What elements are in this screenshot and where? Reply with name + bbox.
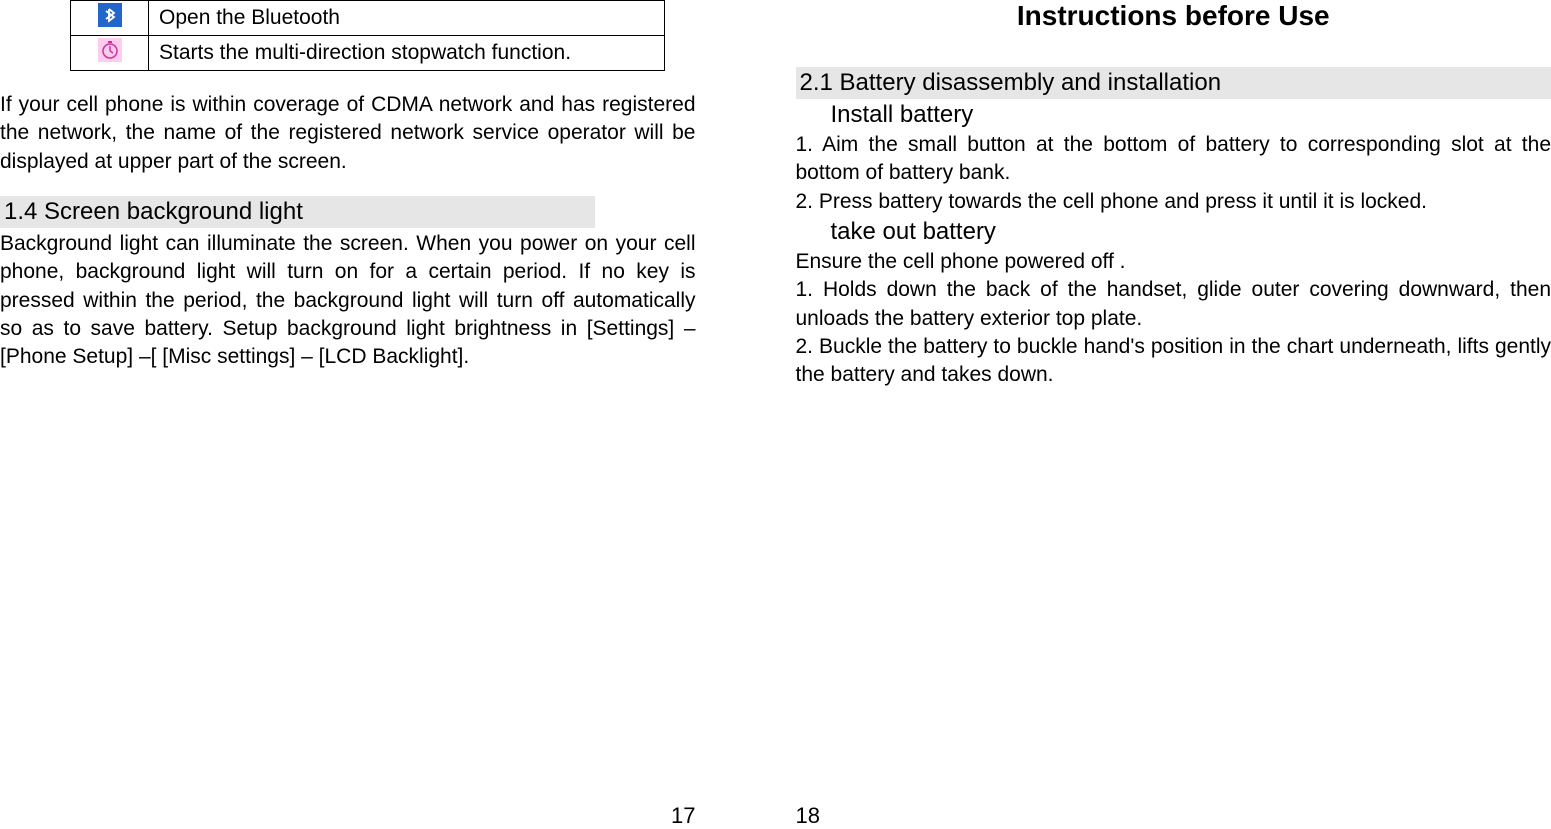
icon-cell-bluetooth	[71, 1, 149, 36]
page-title: Instructions before Use	[796, 0, 1551, 32]
takeout-pre: Ensure the cell phone powered off .	[796, 248, 1551, 276]
table-row: Open the Bluetooth	[71, 1, 665, 36]
page-number-left: 17	[671, 803, 695, 829]
table-row: Starts the multi-direction stopwatch fun…	[71, 36, 665, 71]
section-heading-backlight: 1.4 Screen background light	[0, 196, 595, 228]
takeout-step-2: 2. Buckle the battery to buckle hand's p…	[796, 333, 1551, 390]
install-step-2: 2. Press battery towards the cell phone …	[796, 188, 1551, 216]
page-right: Instructions before Use 2.1 Battery disa…	[776, 0, 1551, 829]
stopwatch-icon	[98, 38, 122, 62]
page-left: Open the Bluetooth Starts the multi-dire…	[0, 0, 776, 829]
icon-cell-stopwatch	[71, 36, 149, 71]
page-number-right: 18	[796, 803, 820, 829]
backlight-paragraph: Background light can illuminate the scre…	[0, 230, 696, 372]
icon-desc-bluetooth: Open the Bluetooth	[149, 1, 665, 36]
section-heading-battery: 2.1 Battery disassembly and installation	[796, 67, 1551, 99]
icon-desc-stopwatch: Starts the multi-direction stopwatch fun…	[149, 36, 665, 71]
icon-table: Open the Bluetooth Starts the multi-dire…	[70, 0, 665, 71]
subsection-takeout: take out battery	[831, 218, 1551, 246]
bluetooth-icon	[98, 3, 122, 27]
network-paragraph: If your cell phone is within coverage of…	[0, 91, 696, 176]
subsection-install: Install battery	[831, 101, 1551, 129]
takeout-step-1: 1. Holds down the back of the handset, g…	[796, 276, 1551, 333]
install-step-1: 1. Aim the small button at the bottom of…	[796, 131, 1551, 188]
